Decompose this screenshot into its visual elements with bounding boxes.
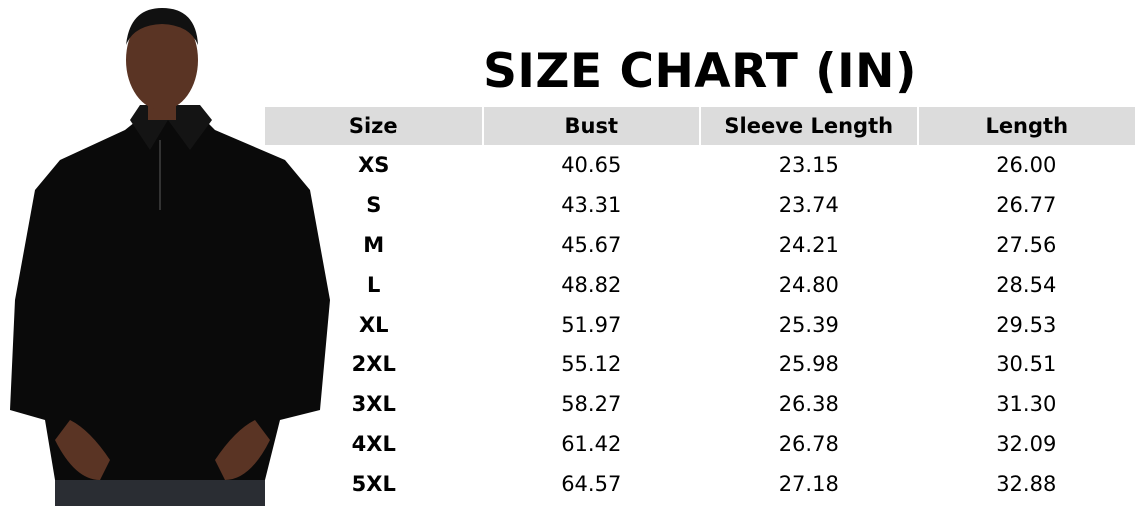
table-row: 5XL 64.57 27.18 32.88 (265, 464, 1135, 504)
cell-bust: 58.27 (561, 392, 622, 417)
cell-size: L (367, 272, 381, 297)
model-figure (10, 8, 330, 506)
cell-sleeve-length: 23.74 (778, 192, 839, 217)
cell-bust: 55.12 (561, 352, 622, 377)
cell-size: S (366, 192, 382, 217)
header-length: Length (916, 107, 1135, 145)
cell-size: XL (358, 312, 389, 337)
table-row: 2XL 55.12 25.98 30.51 (265, 344, 1135, 384)
header-bust: Bust (481, 107, 700, 145)
cell-length: 27.56 (996, 232, 1057, 257)
cell-sleeve-length: 24.80 (778, 272, 839, 297)
cell-bust: 45.67 (561, 232, 622, 257)
cell-sleeve-length: 25.98 (778, 352, 839, 377)
table-header-row: Size Bust Sleeve Length Length (265, 107, 1135, 145)
cell-size: 5XL (351, 472, 396, 497)
cell-sleeve-length: 25.39 (778, 312, 839, 337)
table-row: XL 51.97 25.39 29.53 (265, 305, 1135, 345)
cell-length: 32.88 (996, 472, 1057, 497)
cell-size: M (363, 232, 385, 257)
cell-sleeve-length: 23.15 (778, 152, 839, 177)
cell-size: 4XL (351, 432, 396, 457)
table-row: XS 40.65 23.15 26.00 (265, 145, 1135, 185)
cell-sleeve-length: 27.18 (778, 472, 839, 497)
table-row: 3XL 58.27 26.38 31.30 (265, 384, 1135, 424)
cell-size: 3XL (351, 392, 396, 417)
table-row: L 48.82 24.80 28.54 (265, 265, 1135, 305)
cell-bust: 61.42 (561, 432, 622, 457)
cell-bust: 43.31 (561, 192, 622, 217)
cell-size: XS (358, 152, 390, 177)
cell-length: 30.51 (996, 352, 1057, 377)
cell-sleeve-length: 26.78 (778, 432, 839, 457)
table-row: M 45.67 24.21 27.56 (265, 225, 1135, 265)
cell-sleeve-length: 24.21 (778, 232, 839, 257)
cell-bust: 40.65 (561, 152, 622, 177)
cell-length: 28.54 (996, 272, 1057, 297)
cell-length: 29.53 (996, 312, 1057, 337)
cell-length: 31.30 (996, 392, 1057, 417)
cell-length: 26.00 (996, 152, 1057, 177)
table-row: 4XL 61.42 26.78 32.09 (265, 424, 1135, 464)
cell-length: 32.09 (996, 432, 1057, 457)
cell-bust: 51.97 (561, 312, 622, 337)
size-chart-table: Size Bust Sleeve Length Length XS 40.65 23… (265, 107, 1135, 504)
cell-bust: 64.57 (561, 472, 622, 497)
header-size: Size (265, 107, 483, 145)
table-row: S 43.31 23.74 26.77 (265, 185, 1135, 225)
header-sleeve-length: Sleeve Length (699, 107, 918, 145)
cell-size: 2XL (351, 352, 396, 377)
cell-bust: 48.82 (561, 272, 622, 297)
cell-length: 26.77 (996, 192, 1057, 217)
page-title: SIZE CHART (IN) (483, 44, 917, 99)
model-photo (10, 8, 330, 506)
cell-sleeve-length: 26.38 (778, 392, 839, 417)
